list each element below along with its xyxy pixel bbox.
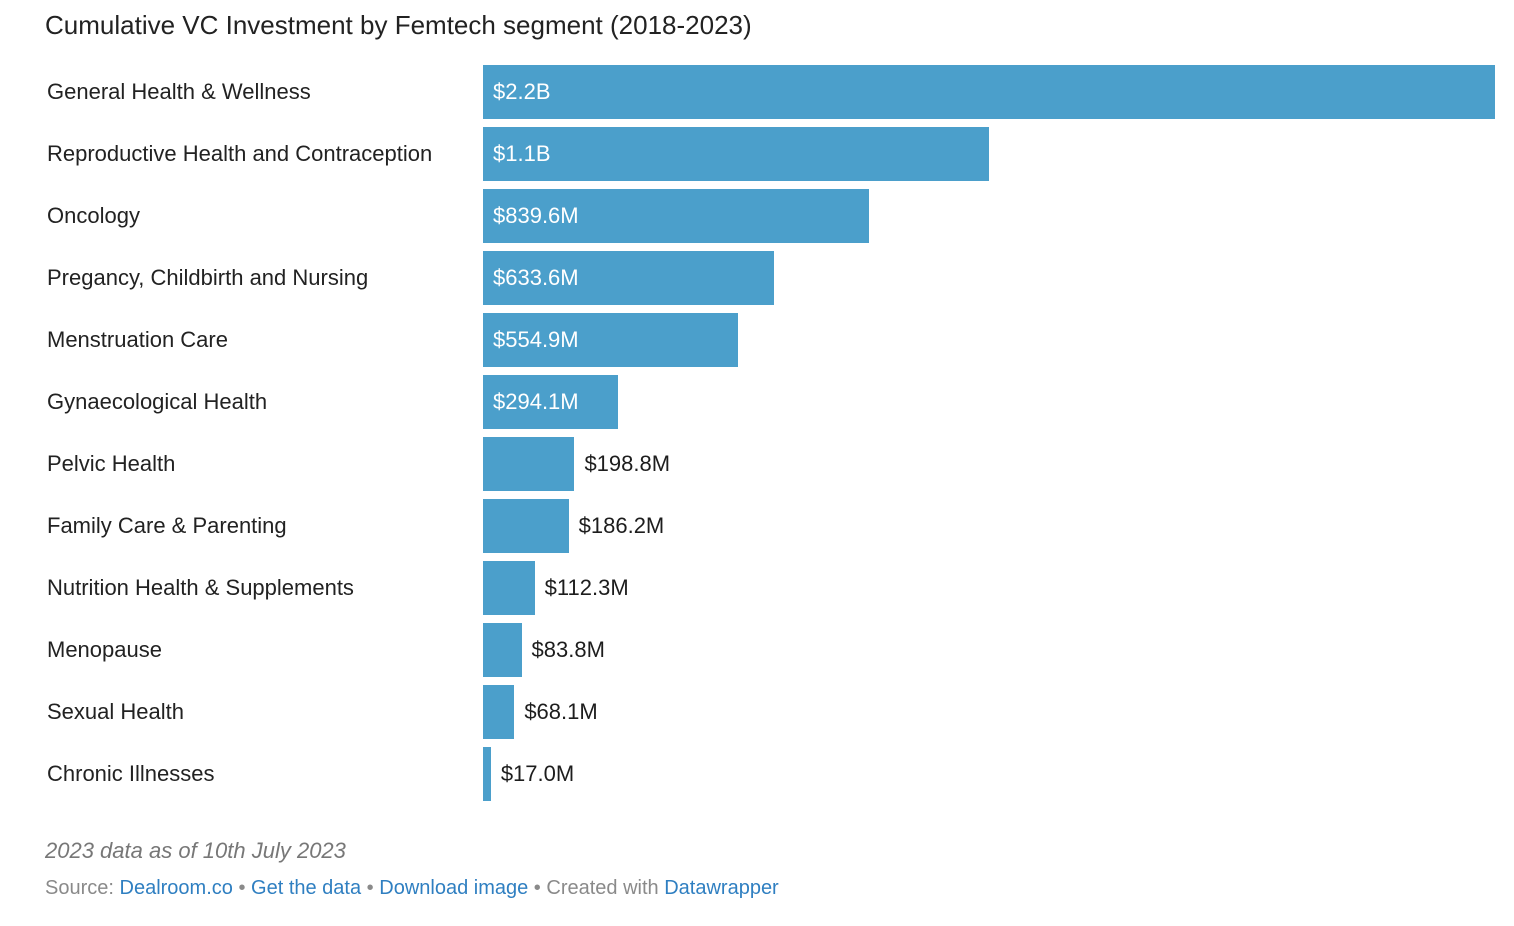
value-label: $2.2B — [493, 79, 551, 104]
value-label: $839.6M — [493, 203, 579, 228]
category-label: Chronic Illnesses — [47, 761, 215, 786]
bar-chart: General Health & Wellness $2.2B Reproducti… — [47, 65, 1495, 801]
value-label: $17.0M — [500, 761, 575, 786]
value-label: $554.9M — [493, 327, 579, 352]
category-label: Pregancy, Childbirth and Nursing — [47, 265, 369, 290]
bar — [483, 561, 535, 615]
value-label: $112.3M — [544, 575, 629, 600]
value-label: $633.6M — [493, 265, 579, 290]
value-label: $186.2M — [578, 513, 665, 538]
value-label: $68.1M — [524, 699, 598, 724]
category-label: Pelvic Health — [47, 451, 176, 476]
separator: • — [533, 877, 541, 899]
get-data-link[interactable]: Get the data — [251, 877, 362, 899]
category-label: Family Care & Parenting — [47, 513, 287, 538]
bar — [483, 747, 491, 801]
bar — [483, 499, 569, 553]
value-label: $198.8M — [584, 451, 671, 476]
category-label: General Health & Wellness — [47, 79, 311, 104]
bar — [483, 685, 515, 739]
category-label: Gynaecological Health — [47, 389, 268, 414]
category-label: Menopause — [47, 637, 162, 662]
category-label: Menstruation Care — [47, 327, 228, 352]
bar — [483, 623, 522, 677]
bar — [483, 127, 989, 181]
bar — [483, 189, 870, 243]
separator: • — [366, 877, 374, 899]
bar — [483, 437, 575, 491]
value-label: $83.8M — [531, 637, 605, 662]
bar — [483, 65, 1495, 119]
chart-footer: Source: Dealroom.co • Get the data • Dow… — [45, 877, 779, 900]
chart-notes: 2023 data as of 10th July 2023 — [45, 838, 346, 863]
category-label: Nutrition Health & Supplements — [47, 575, 354, 600]
value-label: $294.1M — [493, 389, 579, 414]
category-label: Oncology — [47, 203, 140, 228]
download-image-link[interactable]: Download image — [379, 877, 529, 899]
source-link[interactable]: Dealroom.co — [119, 877, 233, 899]
bar — [483, 251, 775, 305]
bar — [483, 375, 619, 429]
category-label: Reproductive Health and Contraception — [47, 141, 433, 166]
category-label: Sexual Health — [47, 699, 184, 724]
separator: • — [238, 877, 246, 899]
datawrapper-link[interactable]: Datawrapper — [664, 877, 779, 899]
created-with-label: Created with — [546, 877, 659, 899]
bar — [483, 313, 739, 367]
chart-title: Cumulative VC Investment by Femtech segm… — [45, 10, 752, 40]
source-label: Source: — [45, 877, 114, 899]
value-label: $1.1B — [493, 141, 551, 166]
